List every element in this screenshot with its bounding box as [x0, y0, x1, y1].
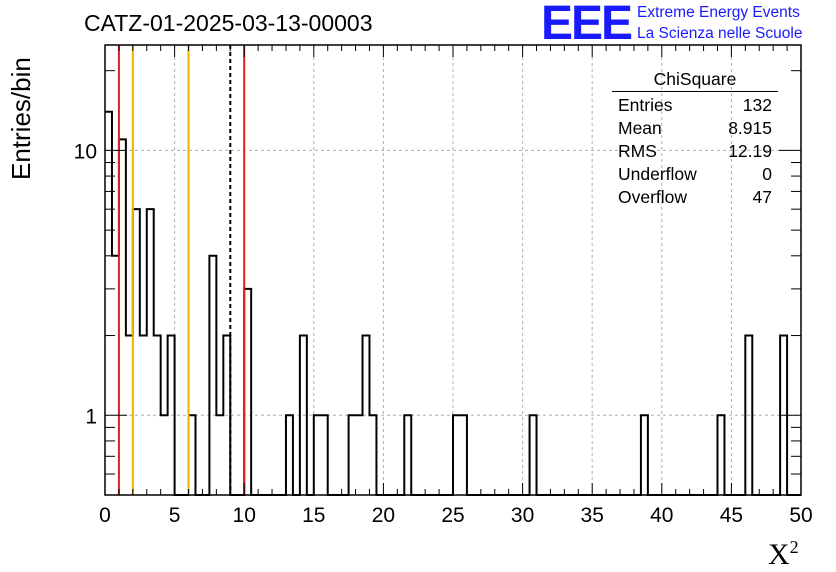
x-axis-label: X2	[768, 537, 799, 571]
histogram-bin	[314, 415, 321, 495]
histogram-bin	[147, 209, 154, 495]
x-tick-label: 40	[650, 504, 673, 527]
histogram-bin	[286, 415, 293, 495]
histogram-bin	[321, 415, 328, 495]
histogram-bin	[161, 415, 168, 495]
histogram-bin	[209, 256, 216, 495]
histogram-bin	[112, 256, 119, 495]
histogram-bin	[189, 415, 196, 495]
logo-line-2: La Scienza nelle Scuole	[637, 25, 803, 42]
stats-value: 47	[752, 187, 772, 207]
stats-row-rms: RMS 12.19	[612, 140, 778, 163]
stats-row-mean: Mean 8.915	[612, 117, 778, 140]
x-tick-label: 10	[233, 504, 256, 527]
histogram-bin	[356, 415, 363, 495]
histogram-bin	[369, 415, 376, 495]
histogram-bin	[453, 415, 460, 495]
stats-box: ChiSquare Entries 132 Mean 8.915 RMS 12.…	[612, 68, 778, 209]
stats-value: 8.915	[728, 118, 772, 138]
stats-row-overflow: Overflow 47	[612, 186, 778, 209]
stats-row-underflow: Underflow 0	[612, 163, 778, 186]
stats-title: ChiSquare	[612, 68, 778, 92]
x-tick-label: 25	[441, 504, 464, 527]
histogram-bin	[133, 209, 140, 495]
x-tick-label: 35	[581, 504, 604, 527]
stats-label: RMS	[618, 141, 657, 161]
x-tick-label: 30	[511, 504, 534, 527]
y-tick-label: 10	[74, 140, 97, 163]
stats-value: 12.19	[728, 141, 772, 161]
stats-label: Mean	[618, 118, 662, 138]
x-tick-label: 0	[99, 504, 111, 527]
eee-logo-mark: EEE	[541, 0, 633, 50]
x-tick-label: 15	[302, 504, 325, 527]
histogram-bin	[404, 415, 411, 495]
stats-value: 132	[742, 95, 772, 115]
histogram-bin	[641, 415, 648, 495]
x-tick-label: 50	[789, 504, 812, 527]
chart-title: CATZ-01-2025-03-13-00003	[84, 10, 373, 36]
x-tick-label: 5	[169, 504, 181, 527]
x-tick-label: 45	[720, 504, 743, 527]
histogram-bin	[244, 289, 251, 495]
y-tick-label: 1	[85, 405, 97, 428]
histogram-bin	[349, 415, 356, 495]
histogram-bin	[105, 112, 112, 495]
histogram-bin	[530, 415, 537, 495]
stats-label: Underflow	[618, 164, 697, 184]
histogram-bin	[460, 415, 467, 495]
logo-line-1: Extreme Energy Events	[637, 4, 800, 21]
y-axis-label: Entries/bin	[6, 57, 36, 180]
histogram-bin	[119, 139, 126, 495]
stats-label: Entries	[618, 95, 673, 115]
x-tick-label: 20	[372, 504, 395, 527]
stats-row-entries: Entries 132	[612, 94, 778, 117]
stats-value: 0	[762, 164, 772, 184]
histogram-bin	[216, 415, 223, 495]
histogram-bin	[717, 415, 724, 495]
stats-label: Overflow	[618, 187, 688, 207]
